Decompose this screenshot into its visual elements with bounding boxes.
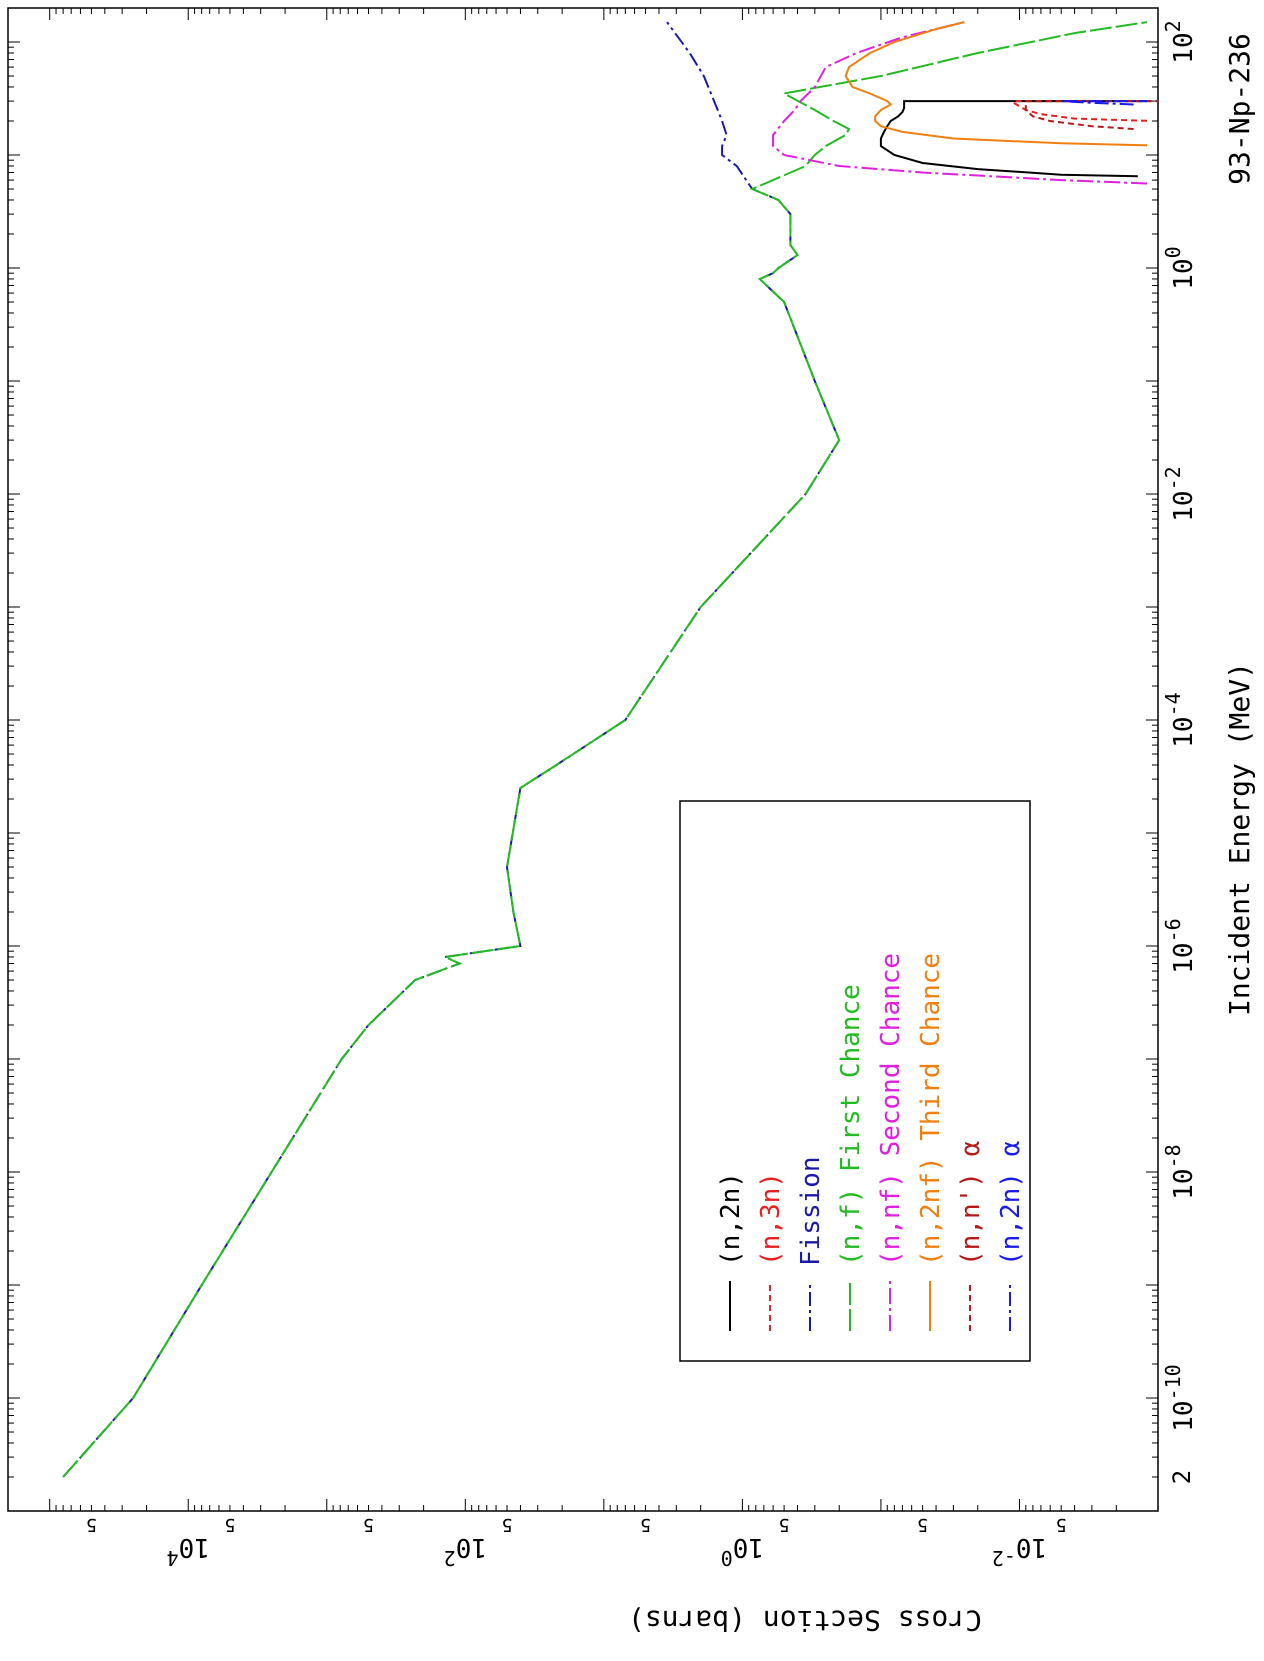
rotated-plot: 10-10 10-8 10-6 10-4 10-2 100 102 2 10-2 100 102 10… [7,7,1256,1637]
series-line [1061,100,1147,106]
series-line [62,21,1148,1478]
legend-label: (n,2n) [716,1172,746,1266]
y-minor-label: 5 [502,1514,513,1535]
series-line [879,100,1147,178]
series-lines [62,21,1158,1478]
x-tick-label: 10-2 [1161,466,1199,521]
y-minor-label: 5 [779,1514,790,1535]
y-minor-label: 5 [917,1514,928,1535]
tick-marks [7,7,1159,1512]
y-minor-label: 5 [1056,1514,1067,1535]
chart-title: 93-Np-236 [1223,33,1256,185]
legend-label: Fission [796,1156,826,1266]
legend-label: (n,2n) α [996,1141,1026,1266]
series-line [772,21,1148,185]
legend-label: (n,2nf) Third Chance [916,953,946,1266]
x-tick-label: 10-4 [1161,692,1199,747]
y-tick-label: 104 [167,1532,210,1570]
y-axis-label: Cross Section (barns) [628,1604,982,1637]
series-line [1012,100,1158,122]
series-line [844,21,1148,147]
legend: (n,2n) (n,3n) Fission (n,f) First Chance (n,… [679,800,1031,1362]
legend-label: (n,3n) [756,1172,786,1266]
y-minor-label: 5 [363,1514,374,1535]
legend-label: (n,nf) Second Chance [876,953,906,1266]
y-minor-label: 5 [640,1514,651,1535]
x-tick-label: 102 [1161,20,1199,63]
legend-box [679,800,1031,1362]
x-tick-label: 2 [1168,1470,1196,1484]
legend-label: (n,n') α [956,1141,986,1266]
y-minor-label: 5 [225,1514,236,1535]
x-axis-label: Incident Energy (MeV) [1223,662,1256,1016]
legend-label: (n,f) First Chance [836,984,866,1266]
y-tick-label: 100 [721,1532,764,1570]
x-tick-label: 10-8 [1161,1144,1199,1199]
y-tick-label: 102 [444,1532,487,1570]
x-tick-label: 10-10 [1161,1364,1199,1431]
tick-labels: 10-10 10-8 10-6 10-4 10-2 100 102 2 10-2 100 102 10… [86,20,1199,1570]
x-tick-label: 100 [1161,246,1199,289]
series-line [1024,100,1158,130]
plot-frame [7,7,1159,1512]
x-tick-label: 10-6 [1161,918,1199,973]
y-minor-label: 5 [86,1514,97,1535]
y-tick-label: 10-2 [992,1532,1047,1570]
